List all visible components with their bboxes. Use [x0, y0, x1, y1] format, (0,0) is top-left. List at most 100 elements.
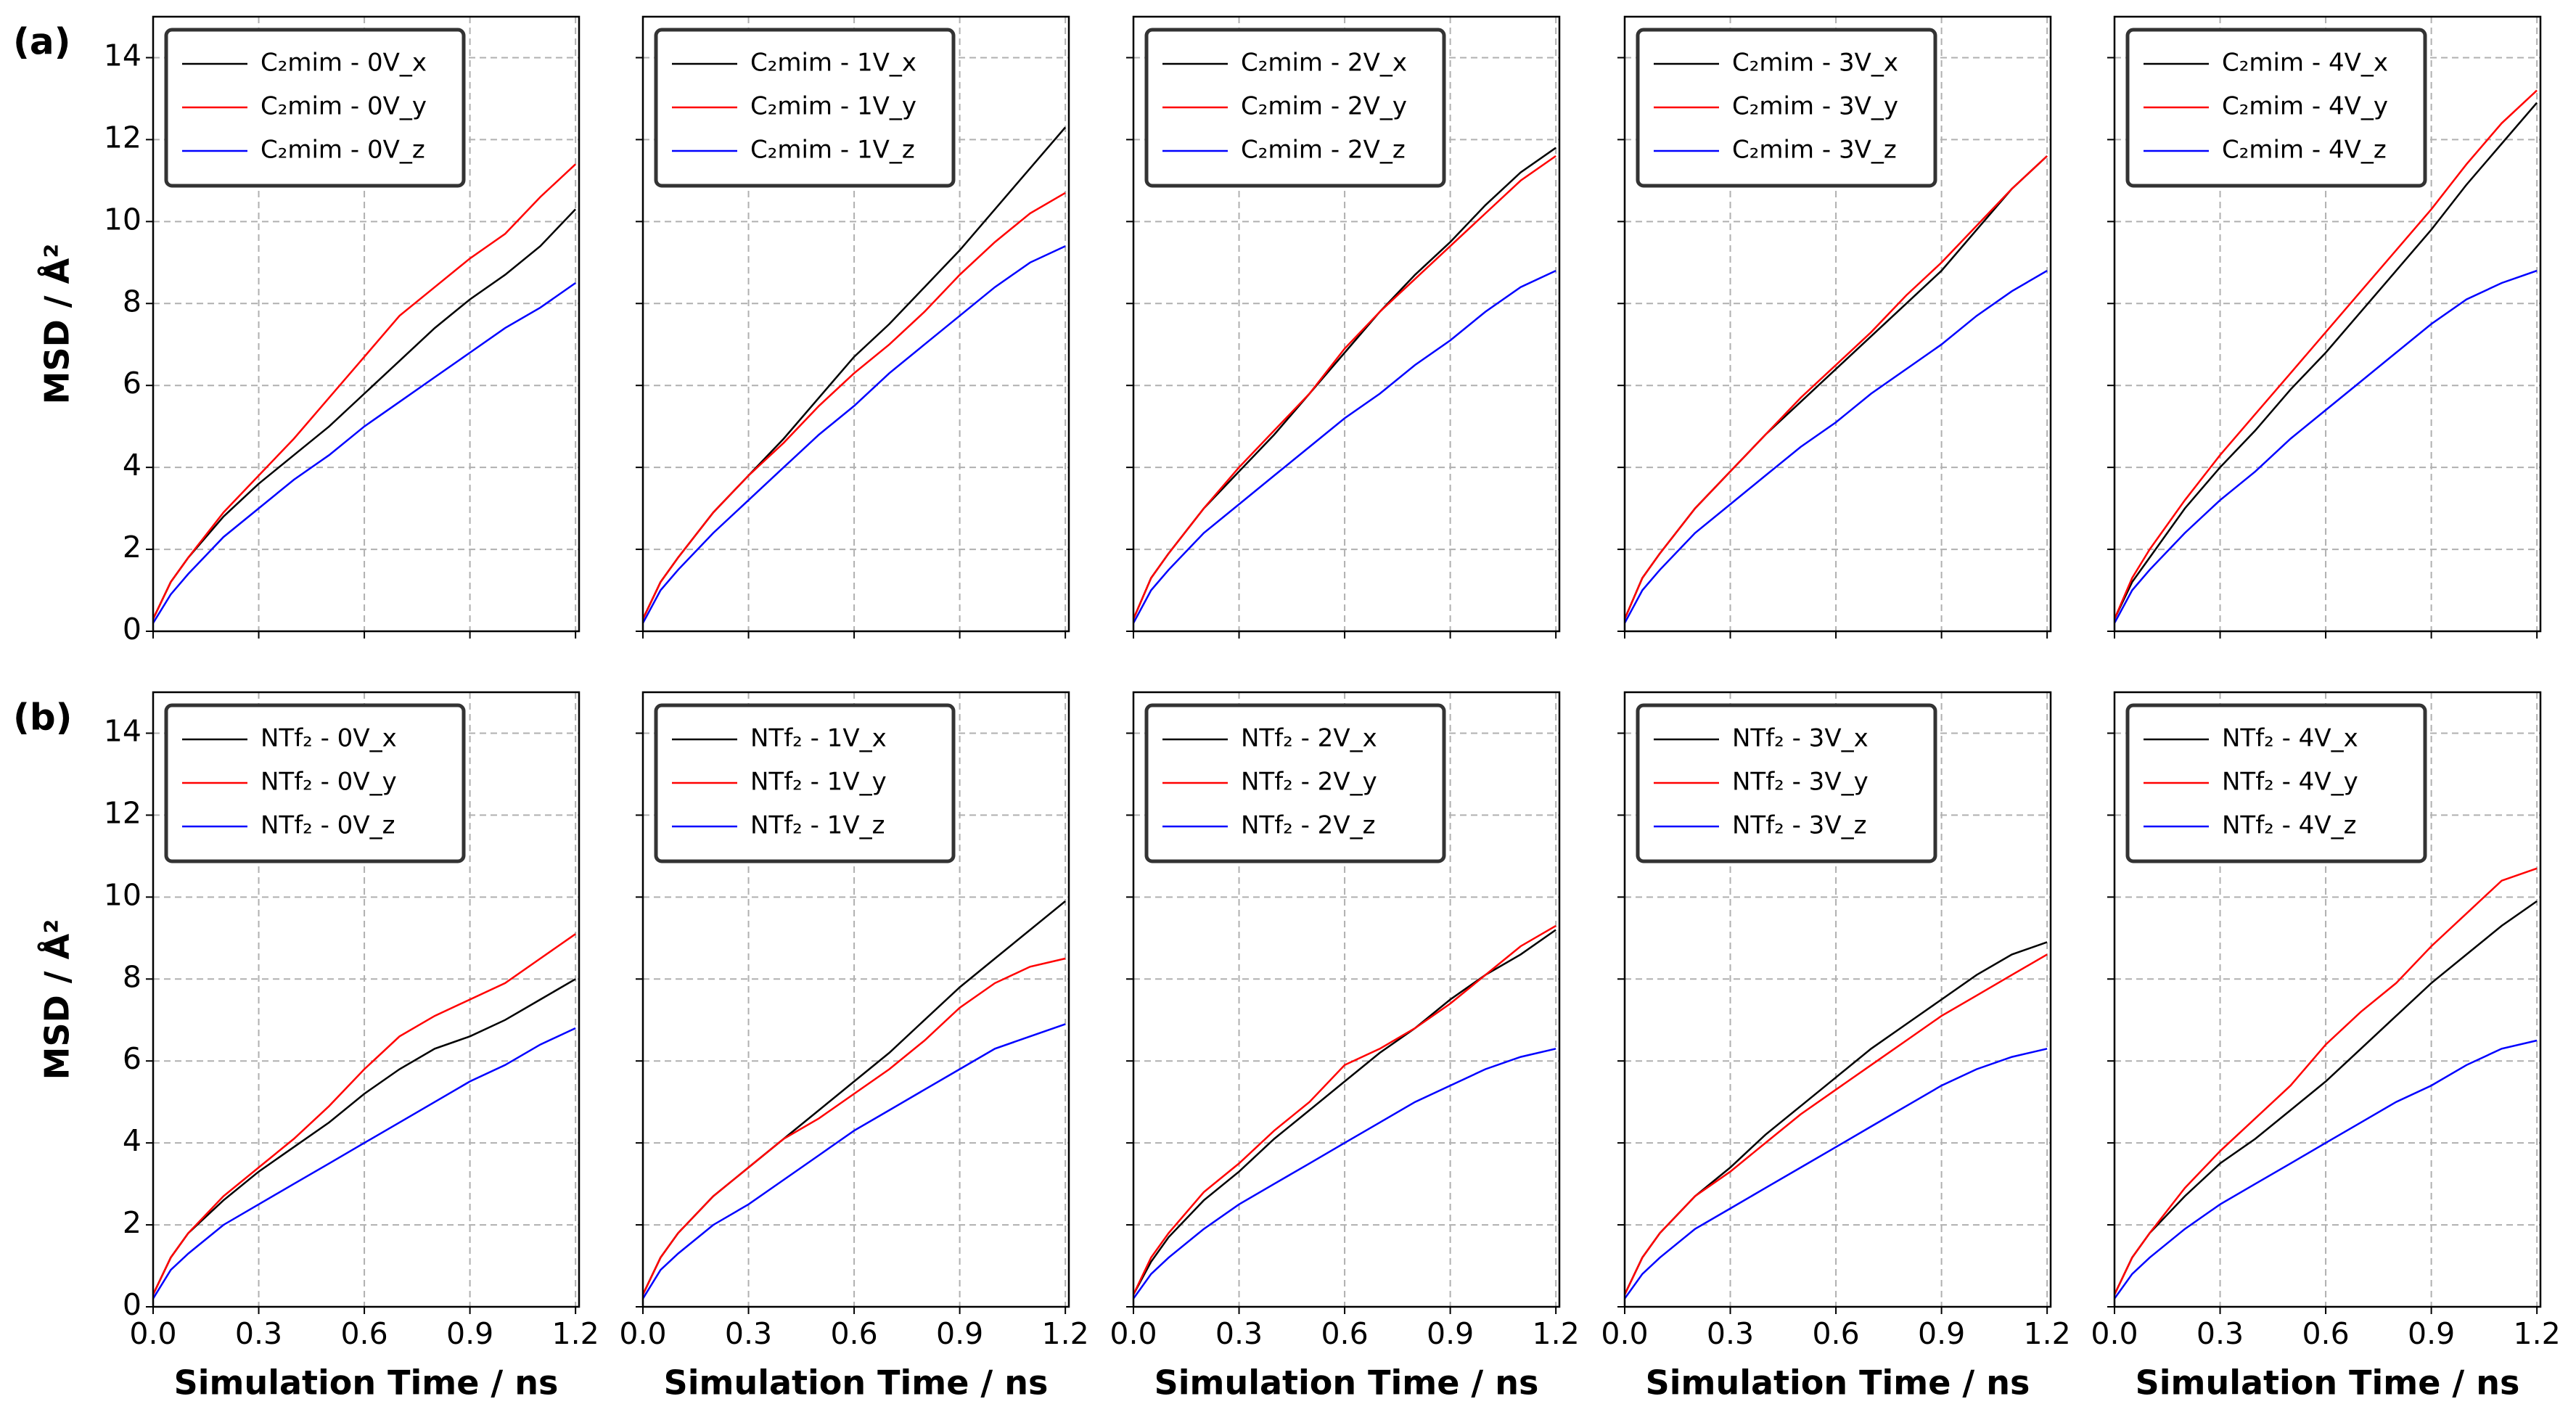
legend-label: C₂mim - 4V_z	[2222, 136, 2387, 165]
x-tick-label: 1.2	[2514, 1316, 2561, 1351]
subplot: C₂mim - 2V_x C₂mim - 2V_y C₂mim - 2V_z	[1126, 15, 1561, 639]
legend-box	[1636, 28, 1937, 188]
data-line	[641, 192, 1066, 620]
data-line	[2113, 1039, 2538, 1300]
y-tick-label: 8	[123, 284, 141, 319]
x-tick-label: 0.9	[2408, 1316, 2455, 1351]
legend-box	[654, 703, 956, 863]
legend-label: C₂mim - 0V_x	[261, 49, 427, 78]
x-tick-label: 1.2	[1042, 1316, 1089, 1351]
y-tick-label: 10	[104, 202, 141, 237]
legend-label: NTf₂ - 2V_x	[1241, 724, 1377, 753]
legend-label: NTf₂ - 1V_x	[750, 724, 887, 753]
x-tick-label: 0.6	[1812, 1316, 1859, 1351]
x-tick-label: 0.9	[936, 1316, 983, 1351]
legend-label: NTf₂ - 3V_y	[1732, 768, 1869, 797]
axes-frame	[1623, 15, 2052, 633]
subplot: 0.0 0.3 0.6 0.9 1.2 NTf₂ - 1V_x NTf₂ - 1V_y NTf…	[619, 691, 1089, 1403]
legend-box	[164, 703, 466, 863]
x-axis-label: Simulation Time / ns	[1154, 1363, 1539, 1403]
legend-box	[2125, 28, 2427, 188]
legend-label: C₂mim - 3V_y	[1732, 92, 1898, 121]
data-line	[1623, 270, 2048, 624]
legend-box	[164, 28, 466, 188]
legend-label: C₂mim - 1V_z	[750, 136, 915, 165]
x-tick-label: 0.3	[1215, 1316, 1263, 1351]
x-tick-label: 0.3	[725, 1316, 772, 1351]
legend-label: NTf₂ - 0V_z	[261, 811, 395, 840]
axes-frame	[1132, 691, 1561, 1308]
x-tick-label: 0.6	[2302, 1316, 2349, 1351]
data-line	[152, 978, 576, 1295]
legend-label: NTf₂ - 3V_z	[1732, 811, 1866, 840]
data-line	[1132, 924, 1556, 1295]
x-tick-label: 0.9	[1918, 1316, 1965, 1351]
x-tick-label: 1.2	[2024, 1316, 2071, 1351]
legend-label: NTf₂ - 3V_x	[1732, 724, 1869, 753]
legend-label: NTf₂ - 1V_y	[750, 768, 887, 797]
x-tick-label: 0.0	[129, 1316, 176, 1351]
axes-frame	[1623, 691, 2052, 1308]
y-tick-label: 6	[123, 1041, 141, 1076]
x-tick-label: 1.2	[552, 1316, 599, 1351]
y-tick-label: 14	[104, 38, 141, 73]
y-tick-label: 0	[123, 1287, 141, 1322]
subplot: 0 2 4 6 8 10 12 14 0.0 0.3 0.6 0.9 1.2 NTf₂ - 0V_x NTf…	[13, 691, 599, 1403]
x-tick-label: 0.0	[1109, 1316, 1157, 1351]
legend-box	[1144, 28, 1446, 188]
legend-label: NTf₂ - 4V_x	[2222, 724, 2358, 753]
y-tick-label: 10	[104, 877, 141, 912]
x-tick-label: 0.3	[2196, 1316, 2244, 1351]
legend-label: NTf₂ - 2V_y	[1241, 768, 1377, 797]
legend-label: C₂mim - 2V_y	[1241, 92, 1407, 121]
data-line	[641, 957, 1066, 1295]
x-tick-label: 0.0	[1601, 1316, 1648, 1351]
x-tick-label: 0.0	[2091, 1316, 2138, 1351]
data-line	[152, 933, 576, 1295]
y-axis-label: MSD / Å²	[38, 919, 77, 1080]
y-tick-label: 4	[123, 448, 141, 483]
legend-label: C₂mim - 4V_y	[2222, 92, 2388, 121]
subplot: C₂mim - 1V_x C₂mim - 1V_y C₂mim - 1V_z	[636, 15, 1070, 639]
x-axis-label: Simulation Time / ns	[2136, 1363, 2520, 1403]
subplot: C₂mim - 4V_x C₂mim - 4V_y C₂mim - 4V_z	[2107, 15, 2542, 639]
legend-label: C₂mim - 0V_z	[261, 136, 425, 165]
data-line	[152, 163, 576, 620]
subplot: 0.0 0.3 0.6 0.9 1.2 NTf₂ - 3V_x NTf₂ - 3V_y NTf…	[1601, 691, 2071, 1403]
legend-box	[1144, 703, 1446, 863]
axes-frame	[1132, 15, 1561, 633]
x-tick-label: 0.6	[830, 1316, 877, 1351]
subplot: 0 2 4 6 8 10 12 14 C₂mim - 0V_x C₂mim - 0V_y C₂mim…	[13, 15, 581, 647]
legend-label: C₂mim - 3V_x	[1732, 49, 1898, 78]
y-tick-label: 14	[104, 713, 141, 748]
legend-label: C₂mim - 2V_x	[1241, 49, 1407, 78]
legend-label: NTf₂ - 1V_z	[750, 811, 885, 840]
subplot: 0.0 0.3 0.6 0.9 1.2 NTf₂ - 2V_x NTf₂ - 2V_y NTf…	[1109, 691, 1580, 1403]
y-tick-label: 6	[123, 366, 141, 401]
x-tick-label: 0.6	[1321, 1316, 1368, 1351]
data-line	[1623, 953, 2048, 1295]
legend-label: C₂mim - 1V_x	[750, 49, 916, 78]
y-tick-label: 8	[123, 959, 141, 994]
legend-label: C₂mim - 4V_x	[2222, 49, 2388, 78]
data-line	[152, 1027, 576, 1300]
legend-box	[654, 28, 956, 188]
y-tick-label: 12	[104, 120, 141, 155]
y-tick-label: 4	[123, 1123, 141, 1158]
x-axis-label: Simulation Time / ns	[664, 1363, 1049, 1403]
axes-frame	[641, 15, 1070, 633]
data-line	[1623, 155, 2048, 620]
legend-label: C₂mim - 0V_y	[261, 92, 427, 121]
data-line	[1623, 1048, 2048, 1300]
axes-frame	[2113, 15, 2542, 633]
panel-label: (b)	[13, 697, 73, 739]
x-tick-label: 0.0	[619, 1316, 666, 1351]
legend-label: C₂mim - 1V_y	[750, 92, 916, 121]
subplot: 0.0 0.3 0.6 0.9 1.2 NTf₂ - 4V_x NTf₂ - 4V_y NTf…	[2091, 691, 2561, 1403]
data-line	[2113, 269, 2538, 624]
data-line	[1132, 155, 1556, 620]
axes-frame	[152, 15, 581, 633]
data-line	[1132, 269, 1556, 624]
legend-label: C₂mim - 2V_z	[1241, 136, 1406, 165]
